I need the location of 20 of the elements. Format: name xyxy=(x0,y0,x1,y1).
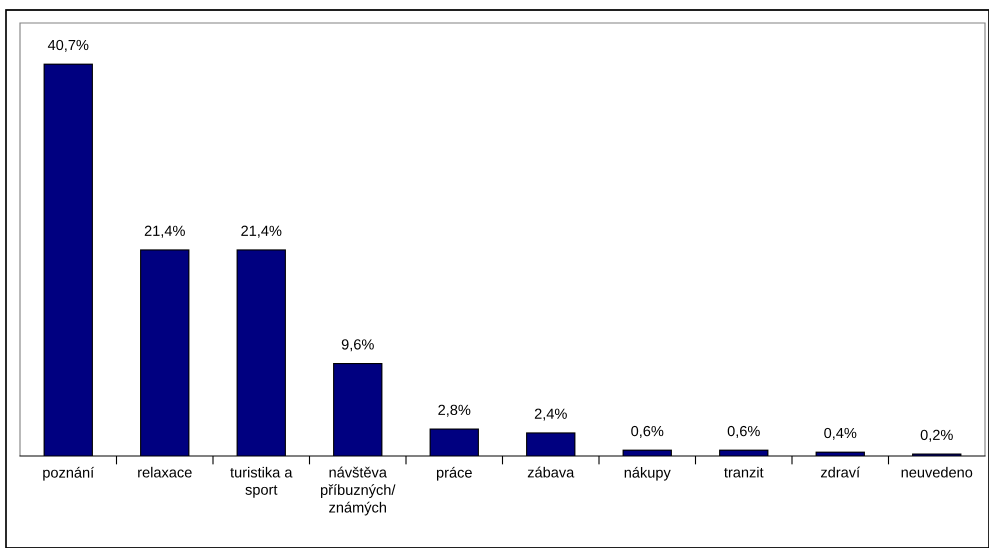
data-label: 2,4% xyxy=(534,408,567,421)
data-label: 40,7% xyxy=(48,40,88,52)
x-tick-label: návštěva příbuzných/ známých xyxy=(321,466,396,516)
x-tick-label: turistika a sport xyxy=(230,466,292,498)
data-label: 0,6% xyxy=(728,426,760,438)
x-tick-label: nákupy xyxy=(624,466,671,481)
data-label: 21,4% xyxy=(144,226,185,238)
data-label: 9,6% xyxy=(342,339,374,352)
x-tick-label: práce xyxy=(436,466,472,481)
x-tick-label: tranzit xyxy=(724,466,764,478)
data-label: 0,4% xyxy=(824,428,856,440)
x-tick-label: zdraví xyxy=(820,466,860,478)
data-label: 0,6% xyxy=(631,426,664,438)
x-tick-label: neuvedeno xyxy=(902,466,972,478)
x-tick-label: poznání xyxy=(43,466,94,481)
data-label: 0,2% xyxy=(920,430,953,442)
x-tick-label: relaxace xyxy=(138,466,192,478)
data-label: 2,8% xyxy=(438,404,470,417)
x-tick-label: zábava xyxy=(528,466,574,478)
data-label: 21,4% xyxy=(241,226,282,238)
